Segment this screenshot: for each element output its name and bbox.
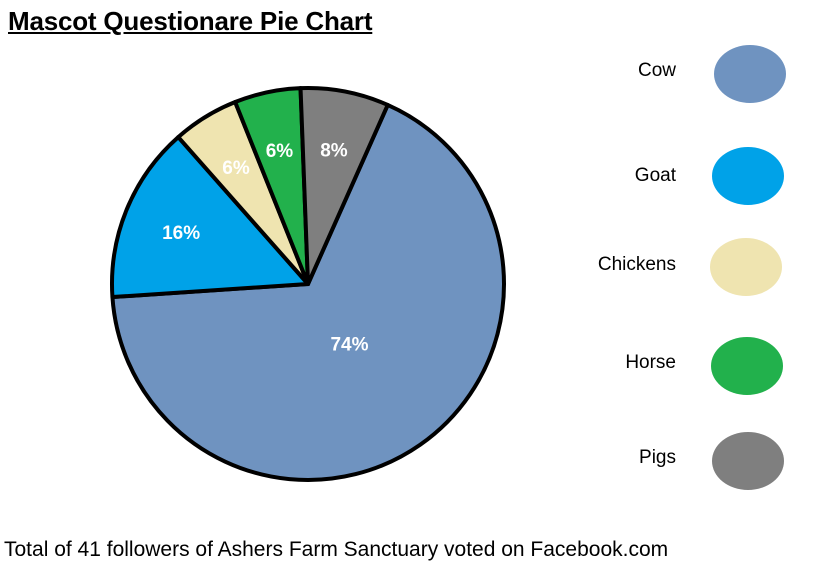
- data-label-chickens: 6%: [222, 158, 250, 179]
- legend-label-horse: Horse: [625, 352, 676, 373]
- pie-slice-cow: [110, 102, 506, 482]
- chart-title: Mascot Questionare Pie Chart: [8, 6, 373, 36]
- legend-label-chickens: Chickens: [597, 254, 676, 275]
- legend-label-goat: Goat: [634, 165, 676, 186]
- footer-note: Total of 41 followers of Ashers Farm San…: [4, 538, 669, 561]
- legend-swatch-horse: [711, 337, 783, 395]
- legend-label-cow: Cow: [637, 60, 676, 81]
- pie-slice-goat: [110, 135, 310, 300]
- legend-swatch-chickens: [710, 238, 782, 296]
- data-label-pigs: 8%: [320, 140, 348, 161]
- data-label-horse: 6%: [266, 141, 294, 162]
- pie-slice-pigs: [298, 86, 390, 286]
- legend-swatch-goat: [712, 147, 784, 205]
- legend-swatch-cow: [714, 45, 786, 103]
- legend-swatch-pigs: [712, 432, 784, 490]
- data-label-goat: 16%: [162, 223, 200, 244]
- data-label-cow: 74%: [330, 334, 368, 355]
- legend-label-pigs: Pigs: [639, 447, 676, 468]
